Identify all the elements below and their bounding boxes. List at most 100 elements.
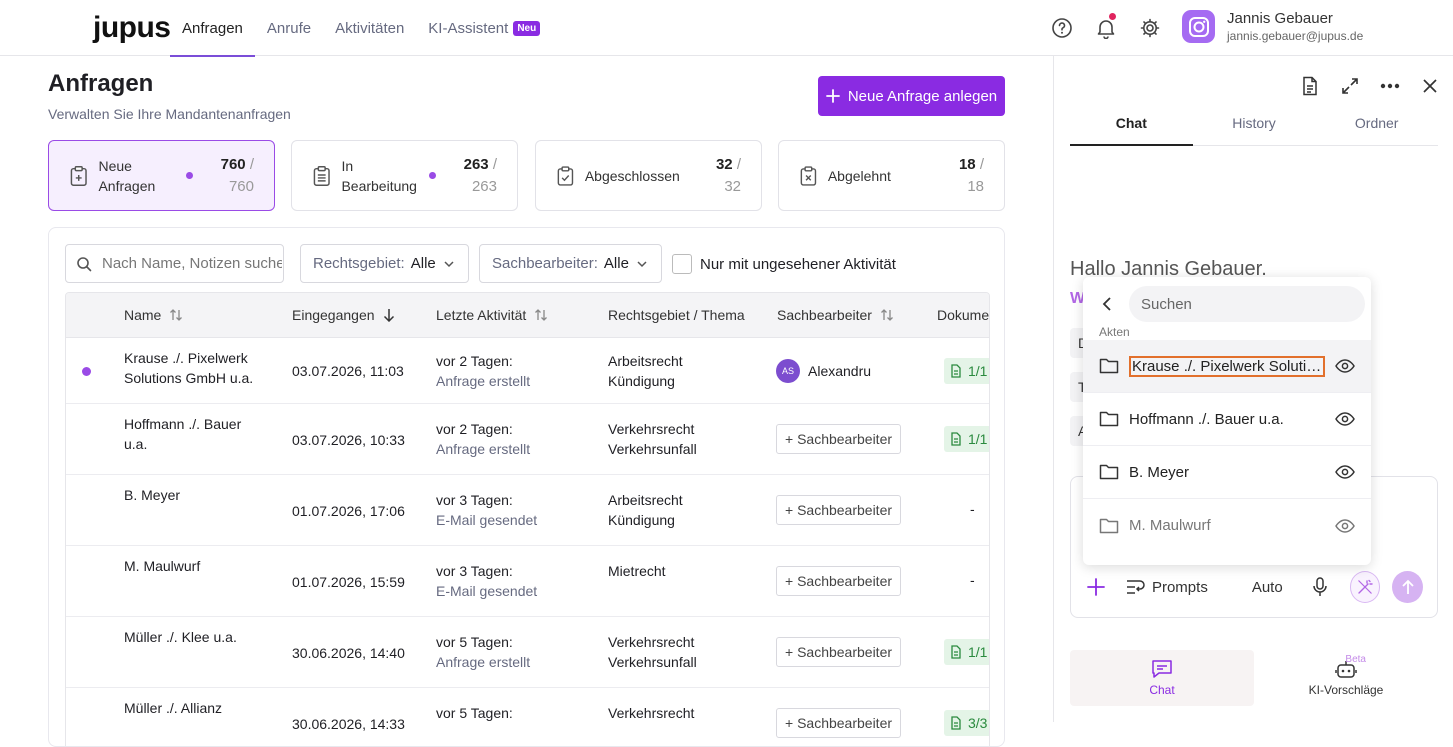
clipboard-check-icon xyxy=(557,165,574,186)
col-sachbearbeiter[interactable]: Sachbearbeiter xyxy=(777,307,894,323)
table-row[interactable]: M. Maulwurf 01.07.2026, 15:59 vor 3 Tage… xyxy=(66,546,989,617)
nav-ki-assistent[interactable]: KI-Assistent Neu xyxy=(416,0,552,56)
jupus-logo[interactable]: jupus xyxy=(93,11,171,44)
picker-item[interactable]: M. Maulwurf xyxy=(1083,499,1371,552)
table-row[interactable]: Müller ./. Allianz 30.06.2026, 14:33 vor… xyxy=(66,688,989,746)
picker-item[interactable]: B. Meyer xyxy=(1083,446,1371,499)
tab-chat[interactable]: Chat xyxy=(1070,108,1193,146)
picker-item-label: Krause ./. Pixelwerk Solutions GmbH u.a. xyxy=(1129,355,1325,377)
row-date: 01.07.2026, 17:06 xyxy=(292,503,405,519)
stat-abgelehnt[interactable]: Abgelehnt 18 / 18 xyxy=(778,140,1005,211)
row-area: Verkehrsrecht Verkehrsunfall xyxy=(608,634,697,670)
add-assignee-button[interactable]: + Sachbearbeiter xyxy=(776,495,902,525)
add-assignee-button[interactable]: + Sachbearbeiter xyxy=(776,424,902,454)
top-bar: jupus Anfragen Anrufe Aktivitäten KI-Ass… xyxy=(0,0,1453,57)
row-date: 01.07.2026, 15:59 xyxy=(292,574,405,590)
new-request-button[interactable]: Neue Anfrage anlegen xyxy=(818,76,1005,116)
mode-selector[interactable]: Auto xyxy=(1251,578,1283,596)
col-eingegangen[interactable]: Eingegangen xyxy=(292,307,395,323)
stat-abgeschlossen[interactable]: Abgeschlossen 32 / 32 xyxy=(535,140,762,211)
row-area: Verkehrsrecht xyxy=(608,705,695,721)
document-badge[interactable]: 1/1 xyxy=(944,358,989,384)
stat-neue-anfragen[interactable]: Neue Anfragen 760 / 760 xyxy=(48,140,275,211)
clipboard-x-icon xyxy=(800,165,817,186)
picker-item[interactable]: Hoffmann ./. Bauer u.a. xyxy=(1083,393,1371,446)
document-icon[interactable] xyxy=(1298,74,1322,98)
document-badge[interactable]: 1/1 xyxy=(944,426,989,452)
row-date: 03.07.2026, 10:33 xyxy=(292,432,405,448)
add-assignee-button[interactable]: + Sachbearbeiter xyxy=(776,566,902,596)
file-icon xyxy=(951,645,961,659)
col-letzte-aktivitaet[interactable]: Letzte Aktivität xyxy=(436,307,548,323)
bell-icon[interactable] xyxy=(1094,13,1118,40)
picker-item[interactable]: Krause ./. Pixelwerk Solutions GmbH u.a. xyxy=(1083,340,1371,393)
sachbearbeiter-filter[interactable]: Sachbearbeiter: Alle xyxy=(479,244,662,283)
tab-ordner[interactable]: Ordner xyxy=(1354,115,1399,131)
microphone-icon[interactable] xyxy=(1309,575,1332,599)
chevron-left-icon[interactable] xyxy=(1095,292,1119,316)
row-name: Hoffmann ./. Bauer u.a. xyxy=(124,416,242,452)
expand-icon[interactable] xyxy=(1338,74,1362,98)
user-email: jannis.gebauer@jupus.de xyxy=(1227,29,1364,43)
picker-item-label: M. Maulwurf xyxy=(1129,517,1211,534)
status-dot xyxy=(429,172,437,179)
nav-anrufe[interactable]: Anrufe xyxy=(266,19,312,37)
stat-label: Abgeschlossen xyxy=(584,167,680,184)
eye-icon[interactable] xyxy=(1335,518,1355,533)
close-icon[interactable] xyxy=(1418,74,1442,98)
plus-icon xyxy=(825,89,840,103)
main-nav: Anfragen Anrufe Aktivitäten KI-Assistent… xyxy=(170,0,552,57)
nav-aktivitaeten[interactable]: Aktivitäten xyxy=(335,19,405,37)
table-row[interactable]: B. Meyer 01.07.2026, 17:06 vor 3 Tagen: E… xyxy=(66,475,989,546)
chevron-down-icon xyxy=(444,260,454,267)
status-dot xyxy=(186,172,194,179)
col-name[interactable]: Name xyxy=(124,307,183,323)
col-dokumente[interactable]: Dokume xyxy=(937,307,990,323)
row-activity: vor 2 Tagen: Anfrage erstellt xyxy=(436,421,531,457)
notification-dot xyxy=(1109,13,1116,20)
eye-icon[interactable] xyxy=(1335,412,1355,426)
stat-count: 263 / 263 xyxy=(463,155,497,195)
row-name: Müller ./. Klee u.a. xyxy=(124,629,237,645)
no-documents: - xyxy=(970,572,975,588)
table-row[interactable]: Müller ./. Klee u.a. 30.06.2026, 14:40 v… xyxy=(66,617,989,688)
add-assignee-button[interactable]: + Sachbearbeiter xyxy=(776,708,902,738)
picker-item-label: Hoffmann ./. Bauer u.a. xyxy=(1129,410,1284,428)
assignee[interactable]: AS Alexandru xyxy=(776,359,871,383)
rechtsgebiet-filter[interactable]: Rechtsgebiet: Alle xyxy=(300,244,469,283)
stat-in-bearbeitung[interactable]: In Bearbeitung 263 / 263 xyxy=(291,140,518,211)
nav-anfragen[interactable]: Anfragen xyxy=(170,0,255,57)
new-request-label: Neue Anfrage anlegen xyxy=(847,87,998,105)
file-icon xyxy=(951,716,961,730)
prompts-button[interactable]: Prompts xyxy=(1126,578,1208,596)
bottom-nav-chat[interactable]: Chat xyxy=(1070,650,1254,706)
gear-icon[interactable] xyxy=(1138,16,1162,40)
table-row[interactable]: Hoffmann ./. Bauer u.a. 03.07.2026, 10:33… xyxy=(66,404,989,475)
search-field[interactable] xyxy=(65,244,284,283)
table-row[interactable]: Krause ./. Pixelwerk Solutions GmbH u.a. … xyxy=(66,338,989,404)
picker-search-input[interactable]: Suchen xyxy=(1129,286,1365,322)
add-assignee-button[interactable]: + Sachbearbeiter xyxy=(776,637,902,667)
sort-icon xyxy=(535,309,548,321)
send-button[interactable] xyxy=(1392,571,1423,603)
requests-table: Name Eingegangen Letzte Aktivität Rechts… xyxy=(65,292,990,746)
plus-icon[interactable] xyxy=(1085,575,1108,599)
row-date: 03.07.2026, 11:03 xyxy=(292,363,404,379)
unseen-activity-toggle[interactable]: Nur mit ungesehener Aktivität xyxy=(672,254,896,274)
stat-count: 18 / 18 xyxy=(958,155,984,195)
magic-wand-button[interactable] xyxy=(1349,571,1381,603)
document-badge[interactable]: 3/3 xyxy=(944,710,989,736)
checkbox[interactable] xyxy=(672,254,692,274)
document-badge[interactable]: 1/1 xyxy=(944,639,989,665)
help-icon[interactable] xyxy=(1050,16,1074,40)
eye-icon[interactable] xyxy=(1335,359,1355,373)
tab-history[interactable]: History xyxy=(1232,115,1276,131)
bottom-nav-ki-vorschlaege[interactable]: Beta KI-Vorschläge xyxy=(1308,654,1384,697)
more-icon[interactable] xyxy=(1378,74,1402,98)
row-activity: vor 3 Tagen: E-Mail gesendet xyxy=(436,563,538,599)
col-rechtsgebiet[interactable]: Rechtsgebiet / Thema xyxy=(608,307,745,323)
user-menu[interactable]: Jannis Gebauer jannis.gebauer@jupus.de xyxy=(1182,10,1363,43)
composer-toolbar: Prompts Auto xyxy=(1085,571,1423,603)
search-input[interactable] xyxy=(102,255,282,272)
eye-icon[interactable] xyxy=(1335,465,1355,479)
